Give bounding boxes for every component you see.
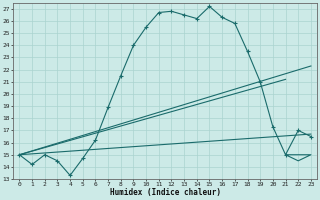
X-axis label: Humidex (Indice chaleur): Humidex (Indice chaleur) [110,188,220,197]
